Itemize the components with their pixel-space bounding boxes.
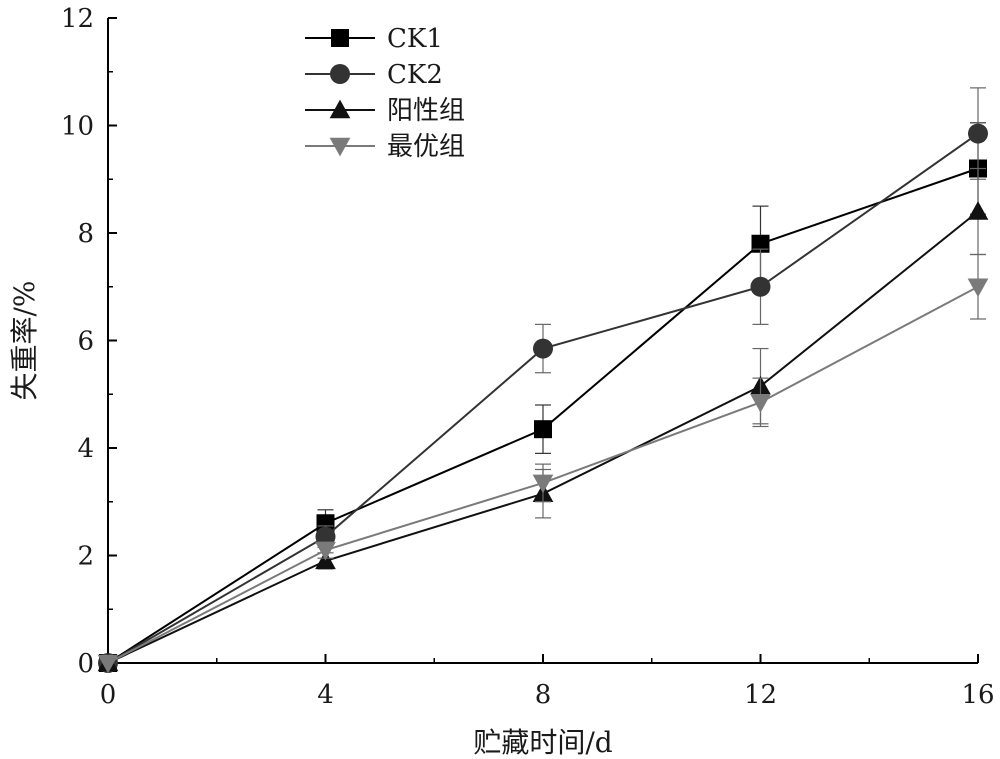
data-point [750, 394, 771, 413]
legend: CK1 CK2 阳性组最优组 [305, 24, 465, 162]
y-tick-label: 8 [77, 219, 94, 249]
legend-item-1: CK1 [305, 24, 443, 54]
y-tick-label: 0 [77, 649, 94, 679]
y-tick-label: 6 [77, 327, 94, 357]
data-point [534, 420, 552, 438]
legend-marker [330, 138, 351, 157]
data-point [968, 278, 989, 297]
legend-item-2: CK2 [305, 60, 443, 90]
legend-label: CK1 [387, 24, 443, 54]
x-tick-label: 16 [961, 680, 994, 710]
legend-label: 最优组 [387, 132, 465, 162]
y-tick-label: 4 [77, 434, 94, 464]
x-tick-label: 12 [744, 680, 777, 710]
legend-marker [330, 64, 350, 84]
x-axis-title: 贮藏时间/d [473, 726, 612, 759]
series-layer [98, 88, 989, 673]
legend-item-4: 最优组 [305, 132, 465, 162]
x-tick-label: 4 [317, 680, 334, 710]
y-tick-label: 12 [61, 4, 94, 34]
x-tick-label: 8 [535, 680, 552, 710]
data-point [533, 339, 553, 359]
series-4 [98, 255, 989, 674]
series-2 [98, 88, 988, 673]
y-axis-title: 失重率/% [8, 280, 41, 400]
y-tick-label: 10 [61, 112, 94, 142]
y-tick-label: 2 [77, 542, 94, 572]
legend-item-3: 阳性组 [305, 96, 465, 126]
legend-marker [331, 29, 349, 47]
data-point [968, 124, 988, 144]
data-point [751, 277, 771, 297]
legend-label: 阳性组 [387, 96, 465, 126]
series-1 [99, 123, 987, 672]
legend-label: CK2 [387, 60, 443, 90]
data-point [968, 201, 989, 220]
x-tick-label: 0 [100, 680, 117, 710]
legend-marker [330, 100, 351, 119]
